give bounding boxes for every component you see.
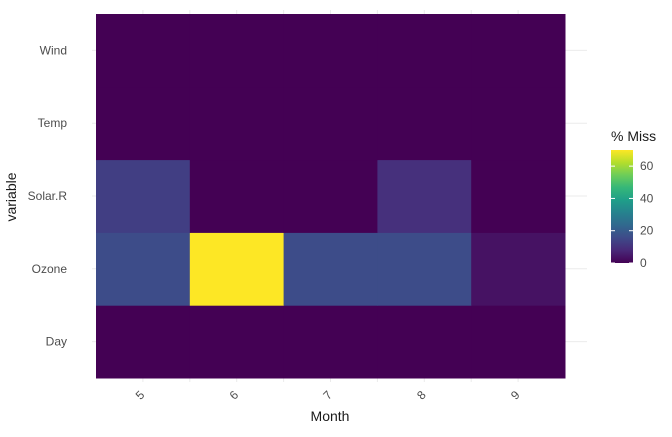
x-axis-title: Month (311, 408, 350, 424)
heatmap-cell-Temp-9 (471, 86, 566, 161)
heatmap-cell-Ozone-5 (96, 232, 191, 306)
y-tick-label: Solar.R (28, 189, 68, 203)
x-tick-label: 5 (133, 388, 148, 403)
legend-colorbar (611, 150, 633, 263)
heatmap-cell-Ozone-9 (471, 232, 566, 306)
heatmap-cell-Ozone-8 (377, 232, 472, 306)
x-tick-label: 8 (414, 388, 429, 403)
heatmap-cell-Temp-8 (377, 86, 472, 161)
heatmap-cell-Wind-5 (96, 14, 191, 88)
heatmap-cell-Solar.R-7 (283, 159, 378, 233)
legend-tick-label: 20 (640, 224, 654, 238)
color-legend: % Miss 0 20 40 60 (611, 128, 656, 270)
heatmap-cell-Day-7 (283, 305, 378, 379)
legend-title: % Miss (611, 128, 656, 144)
heatmap-cell-Day-5 (96, 305, 191, 379)
y-axis-ticks: Day Ozone Solar.R Temp Wind (28, 43, 68, 348)
heatmap-cell-Solar.R-9 (471, 159, 566, 233)
heatmap-cell-Solar.R-5 (96, 159, 191, 233)
heatmap-cell-Temp-5 (96, 86, 191, 161)
legend-tick-label: 60 (640, 159, 654, 173)
x-tick-label: 6 (227, 388, 242, 403)
heatmap-cell-Day-9 (471, 305, 566, 379)
heatmap-cell-Solar.R-8 (377, 159, 472, 233)
heatmap-cell-Day-6 (189, 305, 285, 379)
x-axis-ticks: 5 6 7 8 9 (133, 388, 523, 403)
heatmap-cell-Wind-8 (377, 14, 472, 88)
heatmap-cell-Ozone-6 (189, 232, 285, 306)
heatmap-cell-Wind-9 (471, 14, 566, 88)
y-axis-title: variable (3, 172, 19, 221)
x-tick-label: 7 (320, 388, 335, 403)
heatmap-cell-Temp-6 (189, 86, 285, 161)
y-tick-label: Day (46, 335, 67, 349)
heatmap-cell-Solar.R-6 (189, 159, 285, 233)
y-tick-label: Temp (38, 116, 68, 130)
x-tick-label: 9 (508, 388, 523, 403)
heatmap-cell-Day-8 (377, 305, 472, 379)
heatmap-cell-Wind-7 (283, 14, 378, 88)
y-tick-label: Wind (40, 43, 67, 57)
y-tick-label: Ozone (32, 262, 68, 276)
legend-tick-label: 0 (640, 256, 647, 270)
heatmap-cell-Wind-6 (189, 14, 285, 88)
heatmap-cells (96, 14, 566, 379)
legend-tick-label: 40 (640, 191, 654, 205)
heatmap-cell-Ozone-7 (283, 232, 378, 306)
heatmap-cell-Temp-7 (283, 86, 378, 161)
